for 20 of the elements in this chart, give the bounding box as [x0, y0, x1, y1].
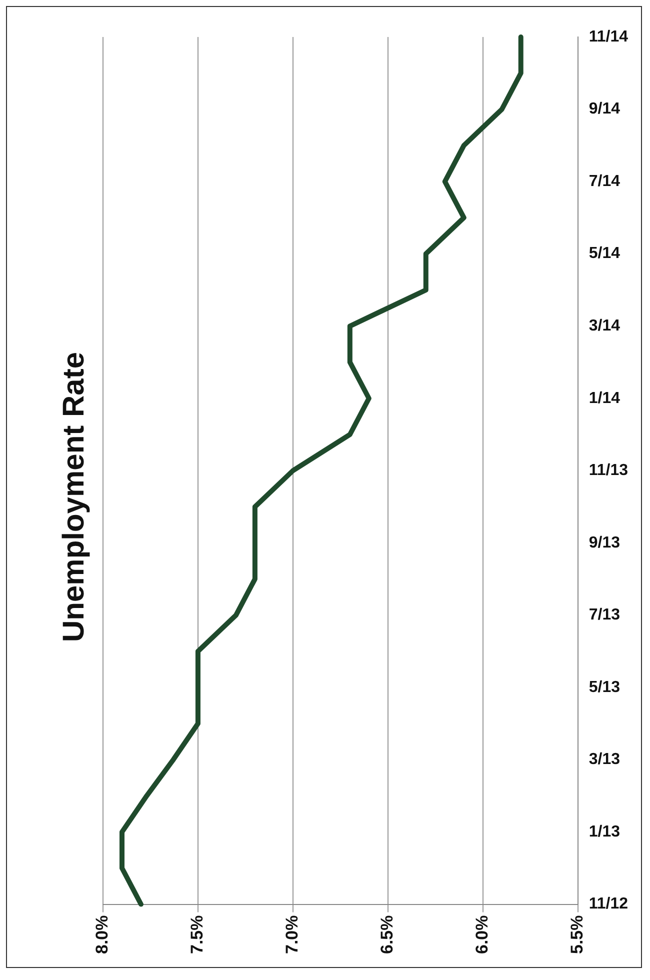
y-tick-label: 11/12: [588, 896, 628, 913]
y-tick-label: 5/14: [588, 245, 620, 262]
x-tick-label: 7.0%: [282, 915, 302, 954]
y-tick-label: 9/13: [588, 534, 620, 552]
y-tick-label: 7/14: [588, 172, 620, 190]
x-tick-label: 6.5%: [378, 915, 397, 954]
y-tick-label: 1/13: [588, 823, 620, 840]
x-tick-label: 5.5%: [568, 915, 587, 954]
y-tick-label: 3/13: [588, 751, 620, 768]
y-tick-label: 5/13: [588, 678, 620, 696]
y-tick-label: 7/13: [588, 606, 620, 624]
text: Unemployment Rate: [57, 352, 90, 642]
y-tick-label: 9/14: [588, 100, 620, 118]
x-tick-label: 7.5%: [188, 915, 207, 954]
y-tick-label: 11/13: [588, 462, 628, 480]
y-tick-label: 11/14: [588, 28, 628, 46]
y-tick-label: 1/14: [588, 390, 620, 407]
y-tick-label: 3/14: [588, 317, 620, 334]
x-tick-label: 8.0%: [92, 915, 112, 954]
x-tick-label: 6.0%: [472, 915, 492, 954]
